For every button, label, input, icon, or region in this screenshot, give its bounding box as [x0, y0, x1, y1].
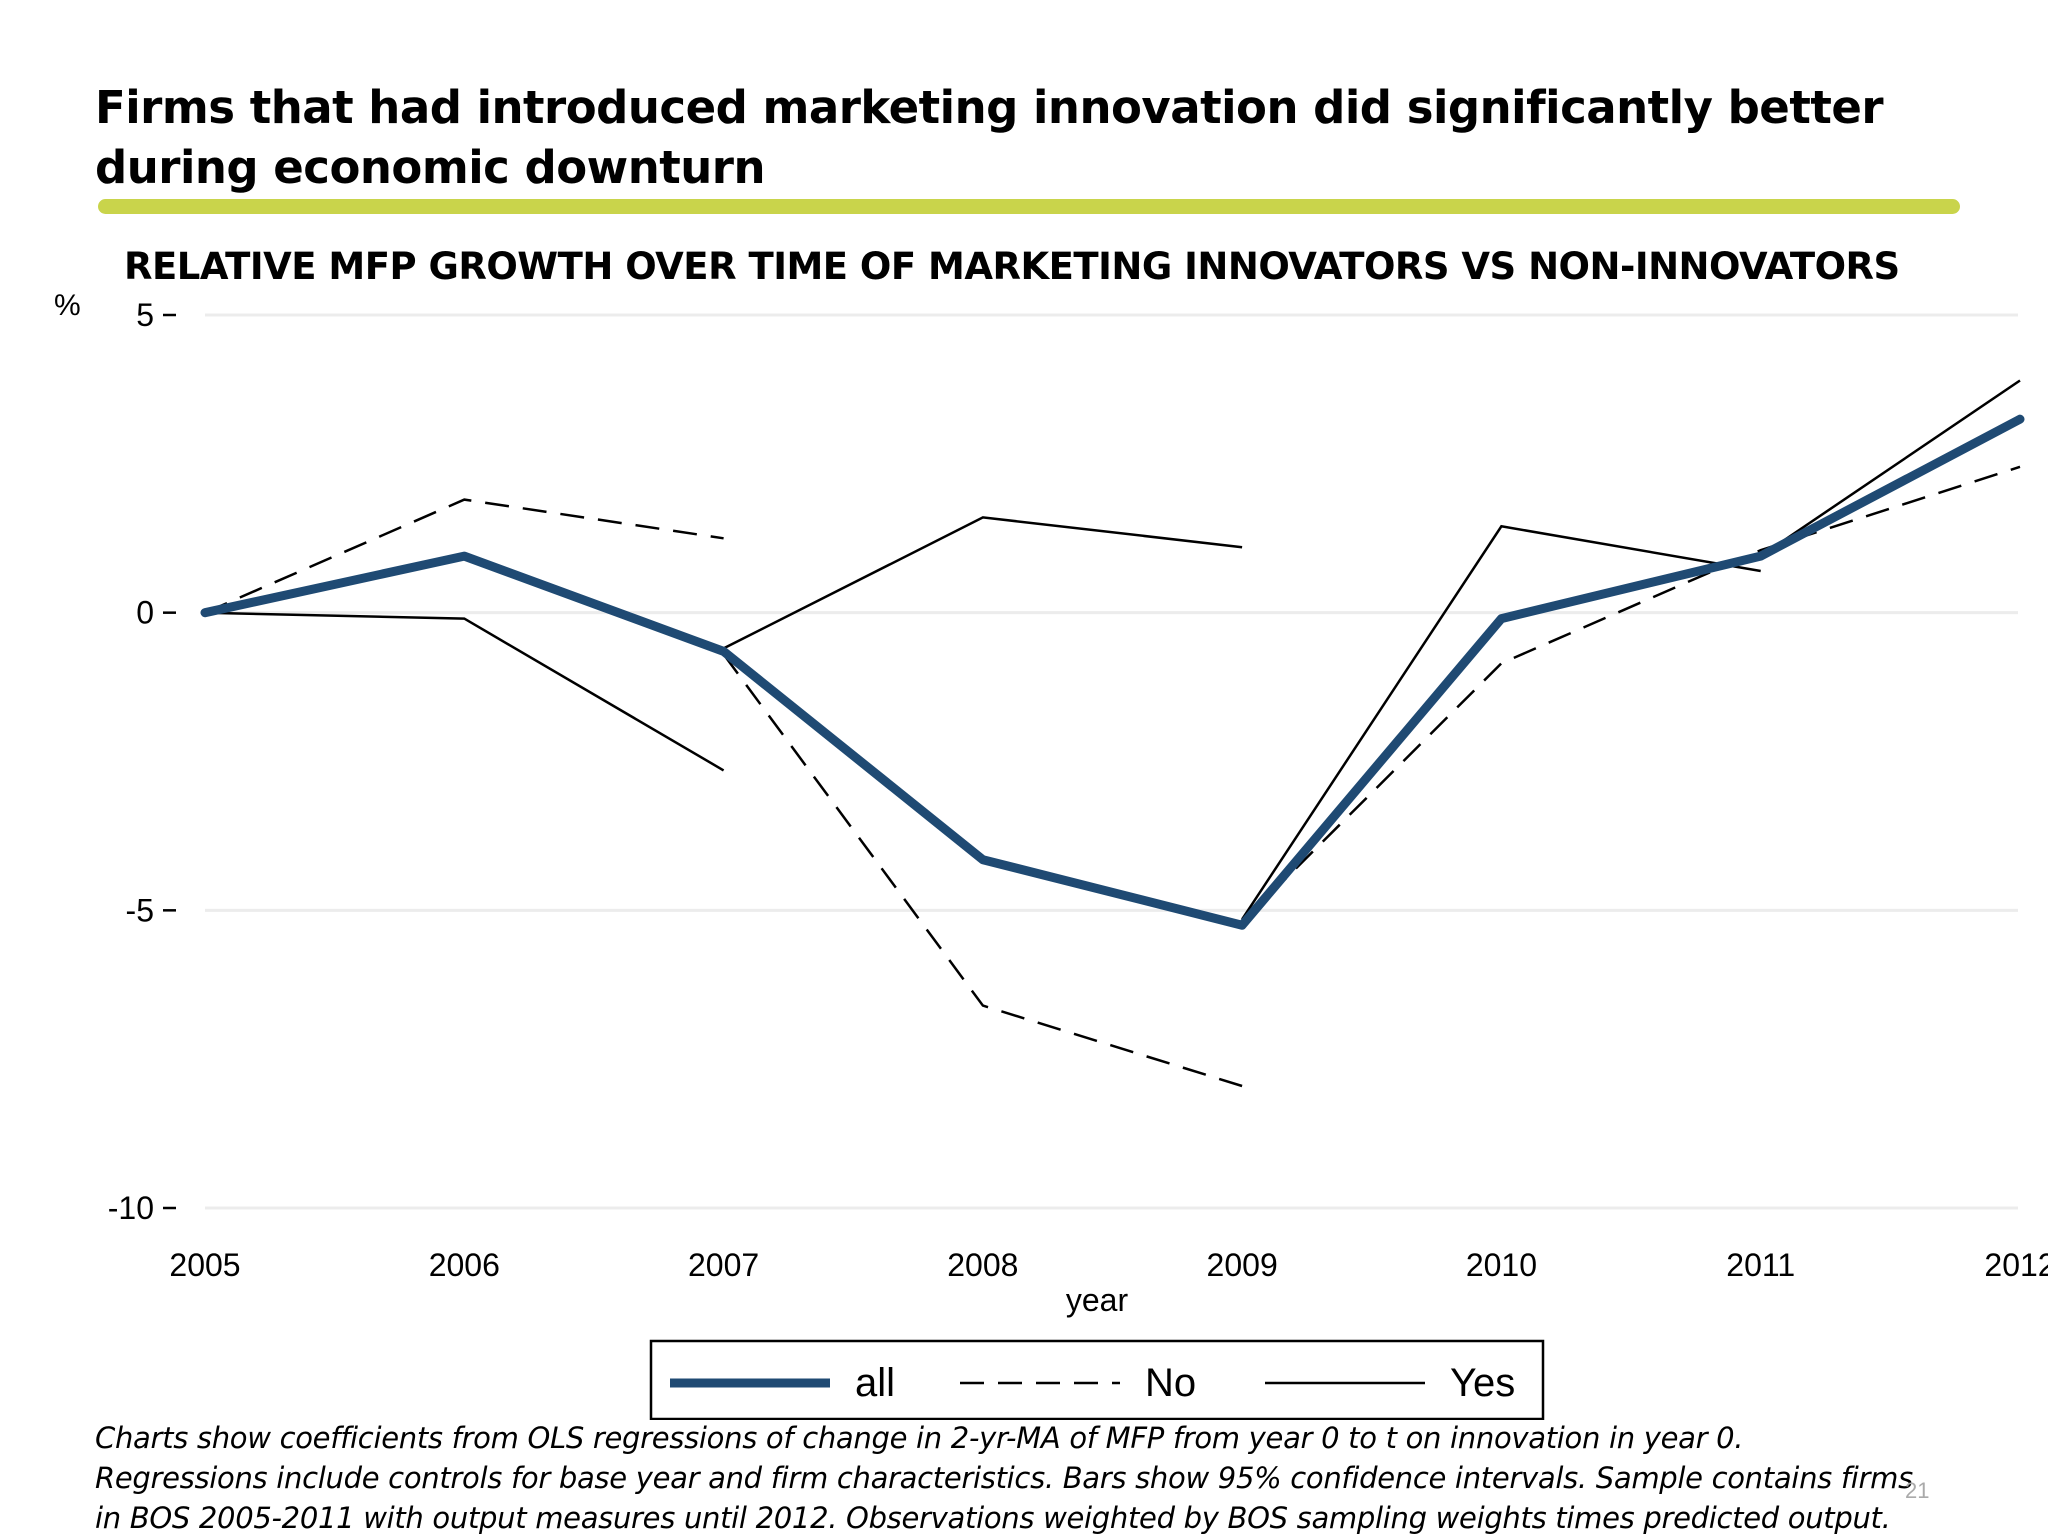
series-line-no: [722, 653, 1243, 1088]
legend-label-all: all: [855, 1361, 895, 1405]
line-chart: 5 0 -5 -10% 2005 2006 2007 2008 2009 2010 2011 2012…: [54, 289, 2048, 1420]
series-line-yes: [1759, 379, 2021, 558]
chart-title: RELATIVE MFP GROWTH OVER TIME OF MARKETI…: [124, 245, 1900, 288]
x-tick-label: 2006: [429, 1247, 500, 1283]
series-line-yes: [723, 516, 1243, 650]
series-lines: [200, 379, 2025, 1088]
x-tick-label: 2008: [947, 1247, 1018, 1283]
x-tick-label: 2012: [1984, 1247, 2048, 1283]
grid-lines: [205, 313, 2018, 1210]
page-number: 21: [1905, 1478, 1930, 1503]
axes: 5 0 -5 -10% 2005 2006 2007 2008 2009 2010 2011 2012…: [54, 289, 2048, 1318]
x-tick-label: 2011: [1726, 1247, 1795, 1283]
y-tick-label: 5: [136, 297, 154, 333]
x-tick-label: 2005: [169, 1247, 240, 1283]
x-tick-label: 2007: [688, 1247, 759, 1283]
legend-label-no: No: [1145, 1361, 1196, 1405]
series-line-yes: [1241, 524, 1761, 920]
y-axis-label: %: [54, 289, 81, 322]
series-line-no: [204, 498, 724, 614]
slide-title: Firms that had introduced marketing inno…: [95, 81, 1884, 194]
title-underline: [98, 199, 1960, 214]
x-tick-label: 2010: [1466, 1247, 1537, 1283]
legend-label-yes: Yes: [1450, 1361, 1515, 1405]
legend: all No Yes: [649, 1339, 1545, 1420]
series-line-all: [200, 414, 2025, 930]
series-line-no: [1241, 465, 2021, 924]
x-axis-label: year: [1066, 1282, 1129, 1318]
x-tick-label: 2009: [1207, 1247, 1278, 1283]
y-tick-label: -10: [108, 1190, 154, 1226]
series-line-yes: [204, 611, 725, 772]
y-tick-label: 0: [136, 595, 154, 631]
footnote: Charts show coefficients from OLS regres…: [95, 1421, 1913, 1535]
y-tick-label: -5: [126, 892, 154, 928]
